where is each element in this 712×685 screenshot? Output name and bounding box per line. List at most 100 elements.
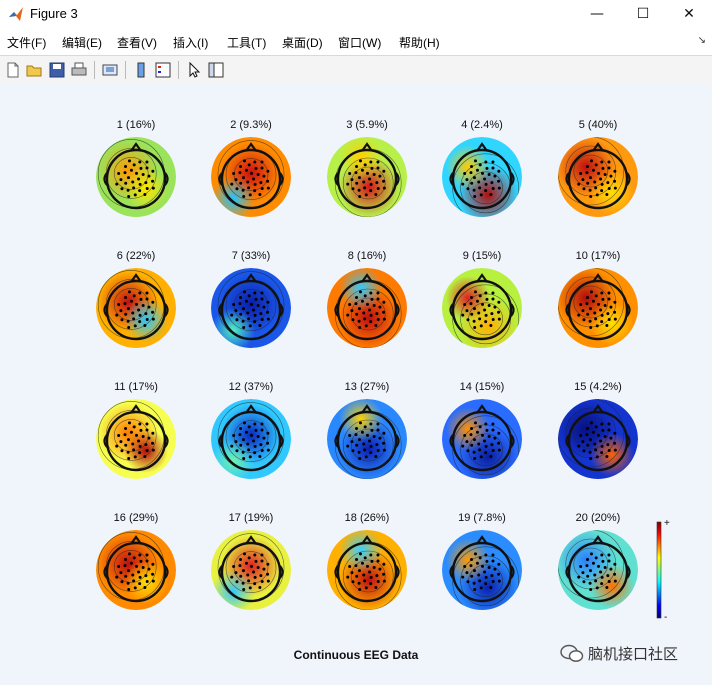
electrode-dot	[490, 312, 494, 316]
colorbar-icon[interactable]	[132, 61, 150, 79]
new-figure-icon[interactable]	[4, 61, 22, 79]
electrode-dot	[137, 570, 141, 574]
electrode-dot	[372, 303, 376, 307]
electrode-dot	[609, 174, 613, 178]
print-icon[interactable]	[70, 61, 88, 79]
electrode-dot	[138, 553, 142, 557]
electrode-dot	[477, 180, 481, 184]
electrode-dot	[599, 308, 603, 312]
head-outline	[567, 410, 629, 472]
legend-icon[interactable]	[154, 61, 172, 79]
electrode-dot	[137, 439, 141, 443]
electrode-dot	[145, 553, 149, 557]
electrode-dot	[241, 581, 245, 585]
topoplot-title-1: 1 (16%)	[116, 119, 156, 131]
topoplot-title-3: 3 (5.9%)	[346, 119, 388, 131]
maximize-button[interactable]: ☐	[636, 6, 650, 22]
nose-icon	[476, 535, 488, 545]
electrode-dot	[613, 448, 617, 452]
electrode-dot	[346, 444, 350, 448]
right-ear-icon	[164, 565, 169, 579]
electrode-dot	[124, 426, 128, 430]
electrode-dot	[470, 557, 474, 561]
electrode-dot	[365, 433, 369, 437]
electrode-dot	[123, 302, 127, 306]
wechat-icon	[560, 644, 584, 662]
electrode-dot	[363, 294, 367, 298]
left-ear-icon	[218, 565, 223, 579]
menu-desktop[interactable]: 桌面(D)	[282, 36, 323, 50]
electrode-dot	[123, 171, 127, 175]
electrode-dot	[463, 433, 467, 437]
electrode-dot	[609, 567, 613, 571]
electrode-dot	[124, 181, 128, 185]
left-ear-icon	[565, 434, 570, 448]
electrode-dot	[124, 574, 128, 578]
electrode-dot	[484, 451, 488, 455]
open-file-icon[interactable]	[26, 61, 44, 79]
menu-edit[interactable]: 编辑(E)	[62, 36, 102, 50]
electrode-dot	[238, 564, 242, 568]
electrode-dot	[360, 430, 364, 434]
electrode-dot	[593, 180, 597, 184]
right-ear-icon	[626, 172, 631, 186]
electrode-dot	[238, 433, 242, 437]
right-ear-icon	[164, 434, 169, 448]
electrode-dot	[254, 559, 258, 563]
save-icon[interactable]	[48, 61, 66, 79]
electrode-dot	[374, 323, 378, 327]
electrode-dot	[260, 160, 264, 164]
electrode-dot	[588, 569, 592, 573]
electrode-dot	[485, 428, 489, 432]
electrode-dot	[248, 324, 252, 328]
dock-arrow-icon[interactable]: ↘	[697, 35, 706, 46]
topoplot-12	[211, 399, 291, 479]
menu-window[interactable]: 窗口(W)	[338, 36, 382, 50]
electrode-dot	[613, 300, 617, 304]
electrode-dot	[375, 312, 379, 316]
electrode-dot	[151, 441, 155, 445]
menu-tools[interactable]: 工具(T)	[227, 36, 267, 50]
electrode-dot	[119, 571, 123, 575]
nose-icon	[476, 142, 488, 152]
electrode-dot	[376, 422, 380, 426]
electrode-dot	[586, 181, 590, 185]
electrode-dot	[144, 443, 148, 447]
pointer-icon[interactable]	[185, 61, 203, 79]
electrode-dot	[595, 324, 599, 328]
electrode-dot	[147, 436, 151, 440]
electrode-dot	[469, 433, 473, 437]
electrode-dot	[595, 455, 599, 459]
electrode-dot	[348, 564, 352, 568]
electrode-dot	[581, 309, 585, 313]
electrode-dot	[478, 294, 482, 298]
electrode-dot	[266, 317, 270, 321]
electrode-dot	[249, 564, 253, 568]
electrode-dot	[613, 431, 617, 435]
electrode-dot	[360, 561, 364, 565]
topoplot-title-18: 18 (26%)	[344, 512, 390, 524]
electrode-dot	[369, 313, 373, 317]
minimize-button[interactable]: —	[590, 6, 604, 22]
electrode-dot	[375, 443, 379, 447]
electrode-dot	[466, 187, 470, 191]
electrode-dot	[260, 428, 264, 432]
electrode-dot	[594, 556, 598, 560]
electrode-dot	[241, 438, 245, 442]
menu-help[interactable]: 帮助(H)	[399, 36, 440, 50]
property-inspector-icon[interactable]	[207, 61, 225, 79]
electrode-dot	[370, 428, 374, 432]
topoplot-title-11: 11 (17%)	[114, 381, 158, 393]
menu-file[interactable]: 文件(F)	[7, 36, 47, 50]
electrode-dot	[600, 182, 604, 186]
menu-view[interactable]: 查看(V)	[117, 36, 157, 50]
electrode-dot	[477, 311, 481, 315]
print-preview-icon[interactable]	[101, 61, 119, 79]
electrode-dot	[141, 434, 145, 438]
topoplot-title-12: 12 (37%)	[228, 381, 274, 393]
menu-insert[interactable]: 插入(I)	[173, 36, 209, 50]
electrode-dot	[247, 425, 251, 429]
close-button[interactable]: ✕	[683, 6, 695, 22]
left-ear-icon	[565, 565, 570, 579]
electrode-dot	[382, 448, 386, 452]
